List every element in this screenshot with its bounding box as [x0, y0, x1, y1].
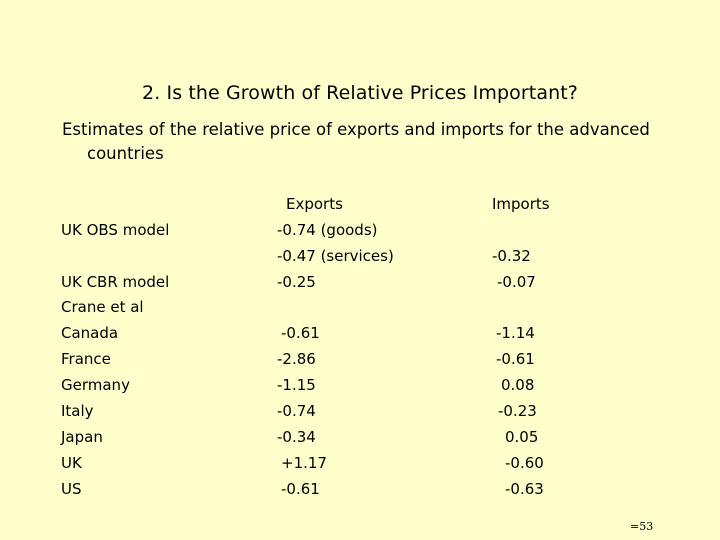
row-label-uk-cbr: UK CBR model [61, 273, 170, 291]
imports-header: Imports [492, 195, 550, 213]
row-label-canada: Canada [61, 324, 119, 342]
uk-obs-imports: -0.32 [492, 247, 531, 265]
canada-imports: -1.14 [496, 324, 535, 342]
germany-imports: 0.08 [501, 376, 535, 394]
italy-exports: -0.74 [277, 402, 316, 420]
uk-cbr-imports: -0.07 [497, 273, 536, 291]
italy-imports: -0.23 [498, 402, 537, 420]
row-label-uk: UK [61, 454, 82, 472]
uk-cbr-exports: -0.25 [277, 273, 316, 291]
exports-header: Exports [286, 195, 343, 213]
row-label-germany: Germany [61, 376, 130, 394]
row-label-japan: Japan [61, 428, 103, 446]
canada-exports: -0.61 [281, 324, 320, 342]
subtitle-line-2: countries [87, 144, 164, 163]
row-label-us: US [61, 480, 82, 498]
germany-exports: -1.15 [277, 376, 316, 394]
subtitle-line-1: Estimates of the relative price of expor… [62, 120, 650, 139]
row-label-crane: Crane et al [61, 298, 144, 316]
japan-imports: 0.05 [505, 428, 539, 446]
slide-title: 2. Is the Growth of Relative Prices Impo… [142, 82, 578, 104]
slide-subtitle: Estimates of the relative price of expor… [62, 118, 682, 166]
row-label-uk-obs: UK OBS model [61, 221, 170, 239]
row-label-italy: Italy [61, 402, 94, 420]
row-label-france: France [61, 350, 111, 368]
slide-number: =53 [630, 520, 654, 533]
france-imports: -0.61 [496, 350, 535, 368]
uk-exports: +1.17 [281, 454, 327, 472]
uk-obs-exports-services: -0.47 (services) [277, 247, 394, 265]
us-exports: -0.61 [281, 480, 320, 498]
us-imports: -0.63 [505, 480, 544, 498]
uk-obs-exports-goods: -0.74 (goods) [277, 221, 378, 239]
japan-exports: -0.34 [277, 428, 316, 446]
france-exports: -2.86 [277, 350, 316, 368]
uk-imports: -0.60 [505, 454, 544, 472]
